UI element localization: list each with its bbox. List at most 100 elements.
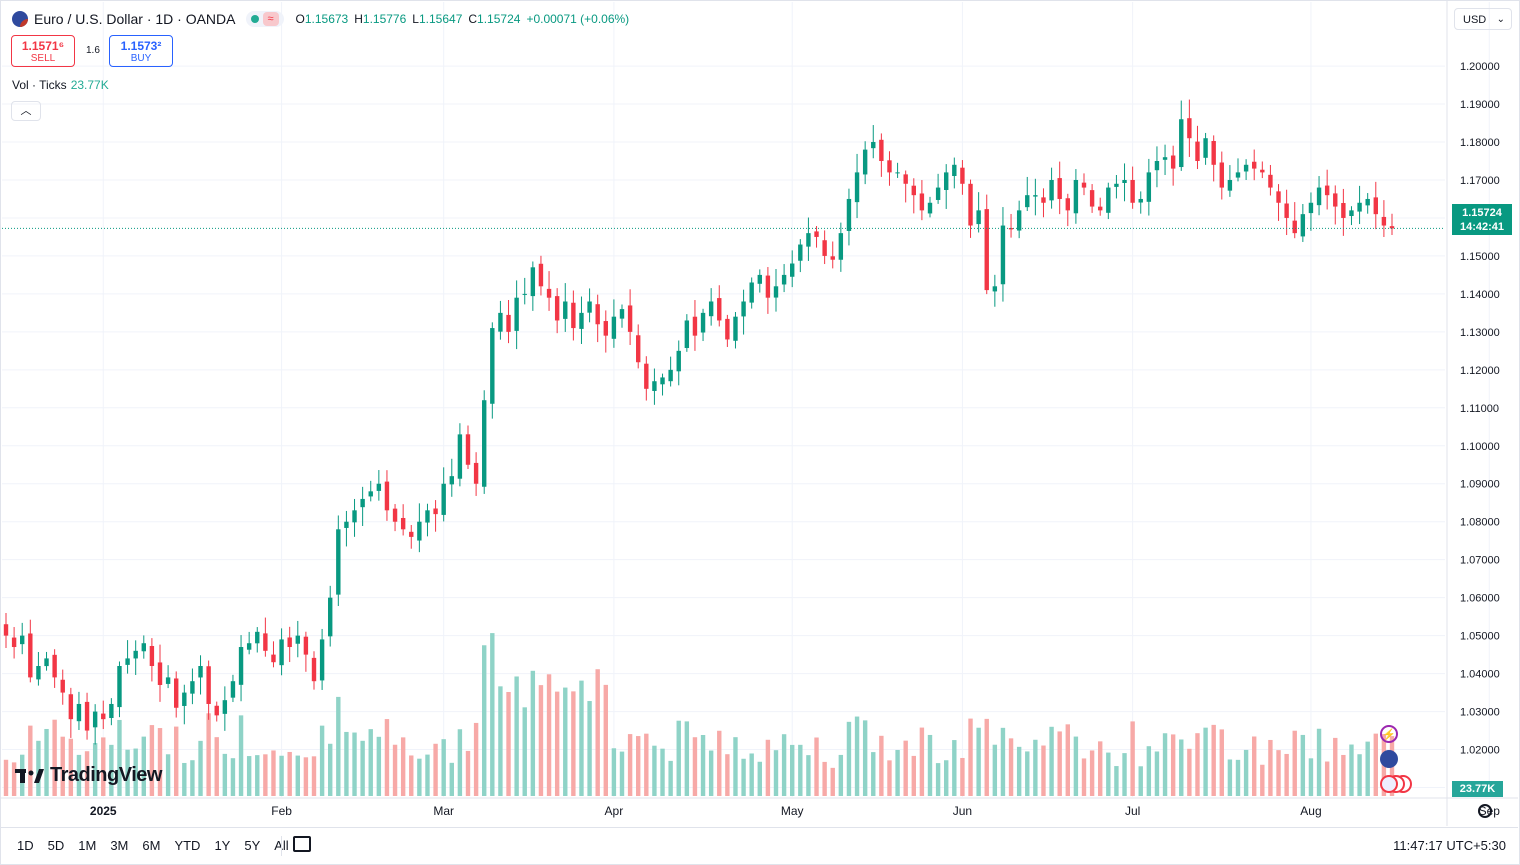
volume-bar: [708, 750, 714, 796]
candle-body: [660, 377, 665, 385]
time-tick-label: Feb: [271, 804, 292, 818]
candle-body: [595, 304, 600, 325]
candle-body: [879, 139, 884, 161]
volume-bar: [376, 736, 382, 796]
range-ytd[interactable]: YTD: [174, 838, 201, 853]
candle-body: [441, 483, 446, 515]
calendar-icon[interactable]: [293, 836, 311, 852]
currency-select[interactable]: USD ⌄: [1454, 8, 1512, 30]
volume-bar: [409, 755, 414, 796]
candle-body: [1381, 216, 1387, 226]
gear-icon[interactable]: [1478, 804, 1492, 818]
collapse-legend-button[interactable]: ︿: [11, 101, 41, 121]
volume-bar: [733, 737, 738, 796]
candle-body: [822, 240, 827, 256]
clock-readout[interactable]: 11:47:17 UTC+5:30: [1393, 838, 1506, 853]
bottom-toolbar: 1D 5D 1M 3M 6M YTD 1Y 5Y All 11:47:17 UT…: [0, 827, 1518, 864]
market-open-icon: [250, 15, 259, 23]
range-3m[interactable]: 3M: [110, 838, 129, 853]
candle-body: [490, 328, 495, 404]
volume-bar: [28, 725, 33, 796]
candle-body: [1349, 210, 1354, 217]
symbol-title[interactable]: Euro / U.S. Dollar · 1D · OANDA: [34, 11, 236, 27]
volume-bar: [36, 740, 41, 796]
volume-bar: [911, 755, 916, 796]
candle-body: [457, 434, 463, 479]
volume-bar: [992, 744, 998, 796]
candle-body: [871, 142, 876, 149]
sell-label: SELL: [30, 52, 56, 64]
volume-bar: [530, 670, 536, 796]
range-1d[interactable]: 1D: [17, 838, 34, 853]
volume-bar: [1170, 734, 1176, 796]
logo-text: TradingView: [50, 764, 162, 786]
volume-bar: [952, 740, 957, 796]
tradingview-logo[interactable]: TradingView: [14, 764, 162, 787]
volume-bar: [11, 762, 17, 796]
sell-button[interactable]: 1.1571⁶ SELL: [11, 35, 75, 67]
volume-bar: [822, 761, 827, 796]
volume-bar: [1106, 752, 1111, 796]
candle-body: [36, 666, 41, 680]
low-value: 1.15647: [418, 12, 463, 26]
range-1y[interactable]: 1Y: [214, 838, 231, 853]
volume-bar: [1324, 761, 1330, 796]
candle-body: [1008, 228, 1014, 230]
candle-body: [1365, 198, 1370, 206]
candle-body: [11, 637, 17, 648]
range-5d[interactable]: 5D: [47, 838, 65, 853]
eu-event-icon[interactable]: [1380, 750, 1398, 768]
volume-bar: [84, 751, 90, 796]
volume-bar: [198, 740, 203, 796]
candle-body: [1033, 195, 1038, 197]
candle-body: [806, 233, 811, 247]
volume-legend[interactable]: Vol · Ticks 23.77K: [12, 78, 109, 92]
candle-body: [303, 636, 309, 655]
market-status[interactable]: ≈: [245, 11, 284, 27]
price-tick-label: 1.06000: [1460, 593, 1500, 605]
volume-bar: [1179, 739, 1184, 796]
candle-body: [1203, 138, 1208, 158]
candle-body: [781, 274, 787, 285]
candle-body: [757, 274, 762, 284]
candle-body: [1252, 161, 1257, 169]
candle-body: [1300, 214, 1306, 237]
buy-button[interactable]: 1.1573² BUY: [109, 35, 173, 67]
volume-bar: [749, 753, 754, 796]
candle-body: [214, 705, 219, 716]
candle-body: [230, 681, 236, 698]
volume-bar: [141, 736, 146, 796]
volume-bar: [725, 754, 730, 796]
high-key: H: [354, 12, 363, 26]
volume-bar: [165, 754, 171, 796]
candle-body: [676, 350, 681, 372]
price-tick-label: 1.08000: [1460, 517, 1500, 529]
lightning-event-icon[interactable]: ⚡: [1380, 725, 1398, 743]
price-tick-label: 1.02000: [1460, 745, 1500, 757]
candle-body: [700, 312, 706, 333]
candle-body: [182, 692, 187, 706]
range-1m[interactable]: 1M: [78, 838, 97, 853]
volume-bar: [660, 748, 665, 796]
candle-body: [425, 510, 430, 523]
us-event-icon[interactable]: [1380, 775, 1398, 793]
candle-body: [506, 314, 511, 332]
range-5y[interactable]: 5Y: [244, 838, 261, 853]
price-chart[interactable]: 1.200001.190001.180001.170001.160001.150…: [0, 0, 1520, 826]
volume-bar: [554, 691, 560, 796]
candle-body: [165, 677, 171, 684]
candle-body: [652, 381, 657, 391]
volume-bar: [1081, 758, 1087, 796]
volume-bar: [238, 715, 244, 796]
toolbar-divider: [281, 836, 282, 856]
volume-bar: [1049, 726, 1054, 796]
volume-bar: [222, 753, 228, 796]
volume-bar: [1033, 739, 1038, 796]
volume-bar: [676, 720, 681, 796]
volume-bar: [1373, 733, 1378, 796]
volume-bar: [1122, 753, 1127, 796]
low-key: L: [412, 12, 419, 26]
candle-body: [279, 639, 284, 666]
volume-bar: [668, 760, 673, 796]
range-6m[interactable]: 6M: [142, 838, 161, 853]
